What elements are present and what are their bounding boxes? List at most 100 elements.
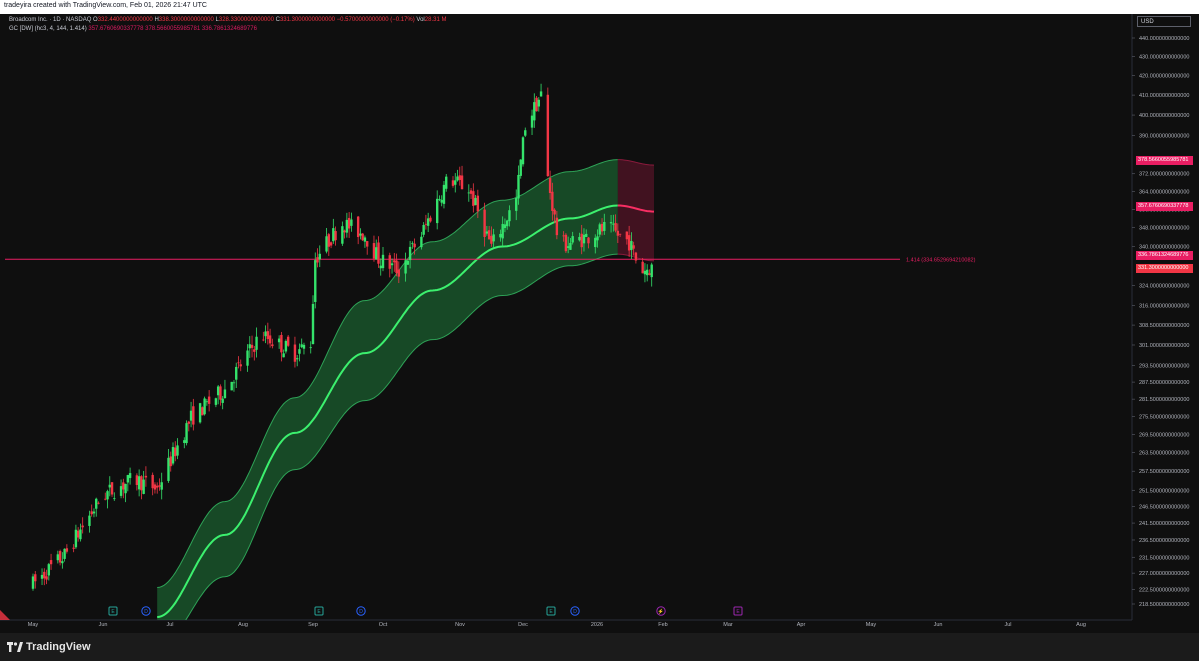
event-marker-icon[interactable]: E	[733, 606, 743, 616]
candle-body	[625, 231, 629, 240]
candle-body	[393, 260, 396, 263]
attribution-text: tradeyira created with TradingView.com, …	[4, 2, 207, 9]
candle-body	[612, 223, 615, 225]
candle-body	[377, 242, 380, 264]
candle-body	[587, 237, 590, 244]
price-tick-label: 287.5000000000000	[1139, 380, 1189, 386]
candle-body	[598, 224, 601, 235]
event-marker-icon[interactable]: D	[141, 606, 151, 616]
candle-body	[442, 184, 446, 204]
time-axis-label: Dec	[518, 622, 528, 628]
candle-body	[61, 561, 64, 564]
price-chart[interactable]: 1.414 (334.6529694210082) 440.00000000000…	[0, 14, 1199, 633]
event-marker-icon[interactable]: ⚡	[656, 606, 666, 616]
candle-body	[122, 482, 125, 490]
indicator-legend[interactable]: GC [DW] (hc3, 4, 144, 1.414) 357.6760690…	[9, 26, 257, 32]
candle-body	[566, 246, 570, 248]
candle-body	[106, 491, 109, 500]
price-tag-last: 331.3000000000000	[1136, 264, 1193, 273]
currency-selector[interactable]: USD	[1137, 16, 1191, 27]
candle-body	[618, 233, 622, 235]
candle-body	[616, 230, 620, 236]
price-tick-label: 324.0000000000000	[1139, 283, 1189, 289]
candle-body	[230, 381, 233, 391]
price-tick-label: 316.0000000000000	[1139, 304, 1189, 310]
candle-body	[411, 243, 414, 245]
indicator-upper: 378.5660055985781	[145, 26, 201, 32]
candle-body	[239, 364, 242, 367]
candle-body	[104, 498, 107, 500]
time-axis-label: Sep	[308, 622, 318, 628]
candle-body	[201, 407, 204, 416]
candle-body	[153, 484, 157, 490]
price-tag-lower: 336.7861324689776	[1136, 251, 1193, 260]
candles	[31, 83, 653, 591]
candle-body	[578, 236, 581, 241]
candle-body	[58, 551, 62, 563]
time-axis-label: May	[866, 622, 877, 628]
candle-body	[232, 382, 236, 384]
candle-body	[413, 243, 416, 248]
event-marker-icon[interactable]: E	[314, 606, 324, 616]
candle-body	[286, 336, 290, 346]
candle-body	[280, 334, 283, 353]
candle-body	[562, 235, 565, 237]
event-marker-shape	[656, 606, 666, 616]
candle-body	[144, 475, 148, 478]
candle-body	[205, 401, 209, 403]
candle-body	[483, 209, 486, 237]
candle-body	[363, 237, 367, 242]
candle-body	[76, 530, 80, 538]
candle-body	[167, 457, 170, 481]
open-label: O	[93, 17, 98, 23]
candle-body	[490, 235, 493, 244]
candle-body	[40, 574, 44, 579]
candle-body	[476, 195, 480, 212]
ohlc-legend: Broadcom Inc. · 1D · NASDAQ O332.4400000…	[9, 17, 446, 23]
candle-body	[110, 482, 114, 495]
candle-body	[142, 479, 145, 494]
candle-body	[519, 159, 522, 176]
price-tag-upper: 378.5660055985781	[1136, 156, 1193, 165]
plot-area: 1.414 (334.6529694210082)	[5, 83, 976, 620]
candle-body	[454, 180, 457, 185]
event-marker-icon[interactable]: E	[108, 606, 118, 616]
candle-body	[460, 175, 464, 190]
candle-body	[298, 349, 301, 354]
candle-body	[327, 234, 331, 247]
candle-body	[113, 498, 116, 500]
price-tick-label: 308.5000000000000	[1139, 323, 1189, 329]
candle-body	[343, 230, 346, 233]
candle-body	[499, 233, 502, 238]
time-axis-label: Jun	[99, 622, 108, 628]
vol-value: 28.31 M	[424, 17, 447, 23]
price-tick-label: 218.5000000000000	[1139, 602, 1189, 608]
event-marker-icon[interactable]: E	[546, 606, 556, 616]
time-axis-label: Oct	[379, 622, 388, 628]
gaussian-lower-line	[185, 253, 618, 620]
candle-body	[609, 222, 613, 224]
candle-body	[302, 344, 306, 349]
candle-body	[426, 218, 430, 226]
candle-body	[650, 264, 653, 278]
candle-body	[505, 220, 509, 227]
close-value: 331.3000000000000	[279, 17, 335, 23]
tradingview-logo-icon	[7, 642, 23, 653]
price-tick-label: 222.5000000000000	[1139, 587, 1189, 593]
candle-body	[185, 423, 188, 444]
candle-body	[553, 209, 556, 215]
gaussian-mid-line	[157, 204, 618, 619]
candle-body	[600, 223, 604, 232]
candle-body	[643, 270, 647, 275]
event-marker-icon[interactable]: D	[570, 606, 580, 616]
event-marker-icon[interactable]: D	[356, 606, 366, 616]
tradingview-logo[interactable]: TradingView	[7, 641, 91, 653]
open-value: 332.4400000000000	[97, 17, 153, 23]
price-tick-label: 241.5000000000000	[1139, 521, 1189, 527]
candle-body	[645, 269, 649, 276]
price-tick-label: 372.0000000000000	[1139, 172, 1189, 178]
price-tick-label: 364.0000000000000	[1139, 189, 1189, 195]
time-axis-label: Aug	[238, 622, 248, 628]
candle-body	[503, 224, 507, 228]
candle-body	[539, 91, 543, 97]
